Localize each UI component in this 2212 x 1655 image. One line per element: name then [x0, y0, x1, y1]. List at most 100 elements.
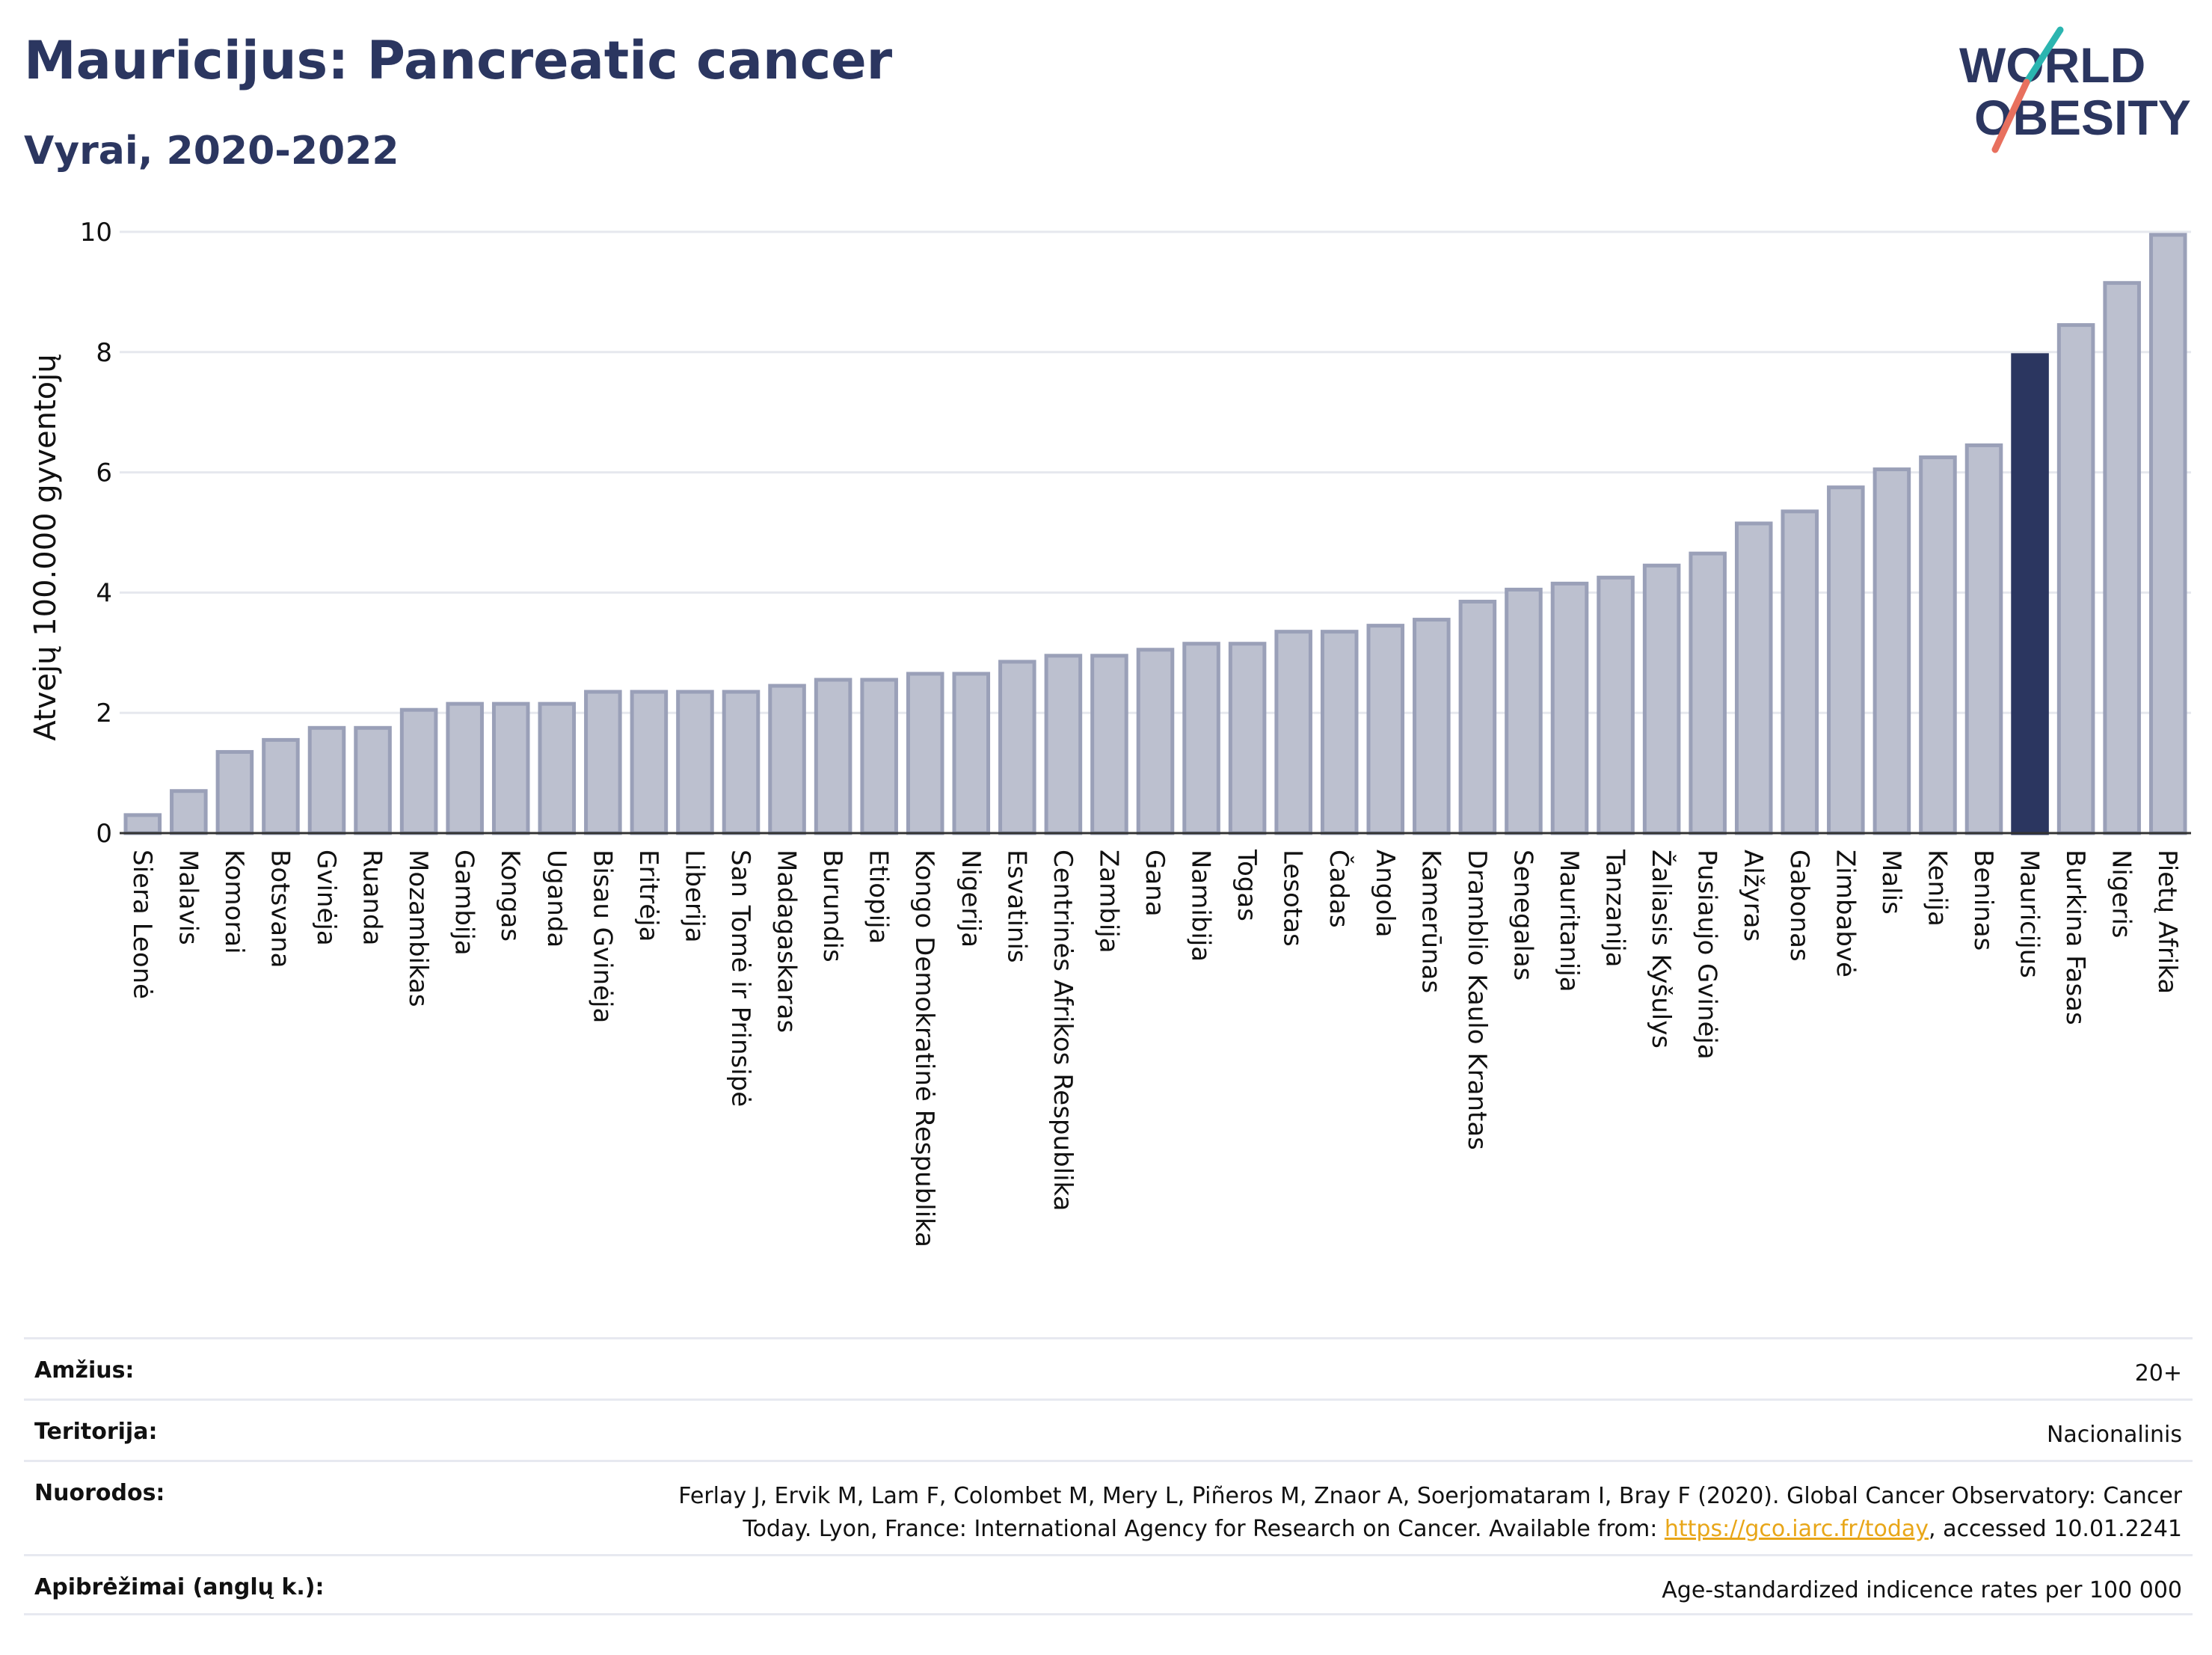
bar — [1689, 551, 1727, 835]
bar — [399, 707, 438, 835]
bar — [584, 690, 622, 835]
x-tick-label: Etiopija — [864, 850, 894, 944]
bar — [2103, 280, 2141, 835]
bar — [215, 749, 254, 835]
x-tick-label: Esvatinis — [1001, 850, 1031, 963]
bar — [2056, 323, 2095, 835]
y-axis-label: Atvejų 100.000 gyventojų — [28, 354, 63, 740]
definitions-label: Apibrėžimai (anglų k.): — [34, 1574, 325, 1600]
x-tick-label: Alžyras — [1738, 850, 1768, 942]
x-tick-label: Kongas — [495, 850, 525, 942]
x-tick-label: Lesotas — [1278, 850, 1308, 947]
bar — [1274, 630, 1312, 835]
chart-title: Mauricijus: Pancreatic cancer — [24, 30, 893, 91]
x-tick-label: Bisau Gvinėja — [587, 850, 617, 1023]
bar — [2148, 233, 2187, 835]
x-tick-label: Burundis — [817, 850, 847, 962]
x-tick-label: Tanzanija — [1600, 849, 1630, 967]
x-tick-label: Liberija — [679, 850, 709, 943]
bar — [262, 737, 300, 835]
bar — [814, 678, 852, 835]
bar — [768, 684, 806, 835]
bar — [1827, 485, 1865, 835]
x-tick-label: Čadas — [1324, 850, 1354, 928]
x-tick-label: Kenija — [1922, 850, 1952, 927]
y-tick-label: 0 — [96, 819, 112, 849]
bar — [1136, 648, 1175, 835]
bar-chart: 0 2 4 6 8 10 Atvejų 100.000 gyventojų Siera Leo… — [28, 218, 2191, 1247]
x-tick-label: Madagaskaras — [772, 850, 802, 1033]
x-tick-label: Siera Leonė — [127, 850, 157, 999]
bar — [630, 690, 669, 835]
x-tick-label: San Tomė ir Prinsipė — [725, 850, 755, 1107]
y-tick-label: 6 — [96, 458, 112, 488]
x-tick-label: Gana — [1140, 850, 1170, 917]
logo-slash-top-icon — [2023, 26, 2064, 86]
bar — [722, 690, 761, 835]
territory-value: Nacionalinis — [2046, 1422, 2182, 1448]
x-tick-label: Centrinės Afrikos Respublika — [1048, 850, 1078, 1211]
x-tick-label: Mauritanija — [1554, 850, 1584, 992]
bar — [1919, 455, 1957, 835]
bar — [1781, 509, 1819, 835]
bar — [860, 678, 898, 835]
x-tick-label: Nigerija — [956, 850, 986, 948]
references-link[interactable]: https://gco.iarc.fr/today — [1664, 1516, 1929, 1542]
x-tick-label: Ruanda — [357, 850, 387, 945]
bar — [1320, 630, 1359, 835]
references-label: Nuorodos: — [34, 1480, 165, 1506]
territory-label: Teritorija: — [34, 1419, 158, 1445]
y-tick-label: 4 — [96, 578, 112, 608]
bar — [1550, 581, 1589, 835]
x-tick-label: Pusiaujo Gvinėja — [1692, 850, 1722, 1060]
x-tick-label: Zimbabvė — [1830, 850, 1860, 977]
y-tick-label: 2 — [96, 698, 112, 728]
x-tick-label: Zambija — [1093, 850, 1123, 954]
meta-row-references: Nuorodos: Ferlay J, Ervik M, Lam F, Colo… — [24, 1460, 2193, 1554]
bar — [1228, 642, 1267, 835]
meta-row-definitions: Apibrėžimai (anglų k.): Age-standardized… — [24, 1554, 2193, 1615]
references-line2-pre: Today. Lyon, France: International Agenc… — [743, 1516, 1665, 1542]
references-line1: Ferlay J, Ervik M, Lam F, Colombet M, Me… — [678, 1483, 2182, 1509]
x-tick-label: Namibija — [1186, 850, 1216, 962]
bar — [354, 725, 392, 835]
y-tick-label: 8 — [96, 338, 112, 368]
logo-slash-bottom-icon — [1991, 79, 2030, 153]
x-tick-label: Beninas — [1968, 850, 1998, 951]
x-tick-label: Komorai — [219, 850, 249, 954]
bar — [1872, 467, 1911, 835]
x-tick-label: Dramblio Kaulo Krantas — [1462, 850, 1492, 1150]
bar — [1458, 599, 1497, 835]
y-tick-label: 10 — [80, 218, 112, 248]
age-label: Amžius: — [34, 1357, 135, 1384]
bar — [1044, 654, 1083, 835]
definitions-value: Age-standardized indicence rates per 100… — [1662, 1577, 2182, 1603]
x-tick-label: Uganda — [541, 850, 571, 948]
bar — [1964, 443, 2003, 835]
bar — [123, 813, 162, 835]
bar — [446, 701, 484, 835]
x-tick-label: Kamerūnas — [1416, 850, 1446, 993]
bar — [1642, 563, 1681, 835]
bar — [170, 789, 208, 835]
bar — [1505, 587, 1543, 835]
x-tick-label: Angola — [1370, 850, 1400, 937]
bar — [307, 725, 346, 835]
x-tick-label: Nigeris — [2107, 850, 2136, 939]
bar — [998, 660, 1036, 835]
bar — [1413, 618, 1451, 835]
bar — [538, 701, 577, 835]
references-line2-post: , accessed 10.01.2241 — [1929, 1516, 2182, 1542]
x-tick-label: Mozambikas — [403, 850, 433, 1007]
age-value: 20+ — [2134, 1360, 2182, 1387]
bar — [906, 672, 944, 835]
x-tick-label: Eritrėja — [633, 850, 663, 942]
bar — [1734, 521, 1773, 835]
x-tick-label: Malis — [1876, 850, 1906, 915]
x-tick-label: Gambija — [449, 850, 479, 956]
x-tick-label: Senegalas — [1508, 850, 1537, 980]
references-value: Ferlay J, Ervik M, Lam F, Colombet M, Me… — [678, 1480, 2182, 1546]
x-tick-label: Pietų Afrika — [2152, 850, 2182, 994]
x-tick-label: Malavis — [173, 850, 203, 945]
bar — [676, 690, 714, 835]
